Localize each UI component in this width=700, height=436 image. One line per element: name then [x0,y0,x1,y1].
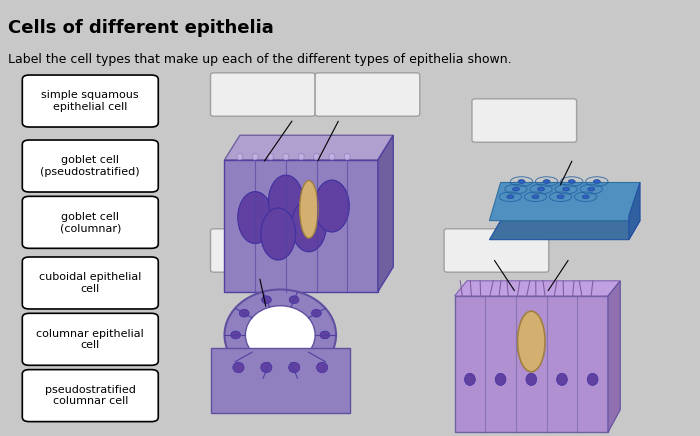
Ellipse shape [512,187,519,191]
Text: goblet cell
(columnar): goblet cell (columnar) [60,211,121,233]
Ellipse shape [507,195,514,199]
Bar [225,160,378,292]
Ellipse shape [582,195,589,199]
Ellipse shape [238,191,272,244]
Ellipse shape [233,362,244,373]
Ellipse shape [239,353,249,361]
Polygon shape [489,183,640,221]
FancyBboxPatch shape [22,75,158,127]
Text: Cells of different epithelia: Cells of different epithelia [8,19,274,37]
Ellipse shape [588,187,595,191]
Ellipse shape [314,180,349,232]
Text: pseudostratified
columnar cell: pseudostratified columnar cell [45,385,136,406]
Ellipse shape [538,187,545,191]
Ellipse shape [495,373,506,385]
Ellipse shape [543,180,550,184]
Text: simple squamous
epithelial cell: simple squamous epithelial cell [41,90,139,112]
Ellipse shape [314,153,320,160]
Ellipse shape [267,153,274,160]
Ellipse shape [262,296,272,303]
Ellipse shape [261,208,295,260]
Ellipse shape [320,331,330,339]
FancyBboxPatch shape [22,140,158,192]
Polygon shape [489,221,640,240]
Text: columnar epithelial
cell: columnar epithelial cell [36,328,144,350]
Ellipse shape [289,296,299,303]
Ellipse shape [246,306,315,364]
Polygon shape [225,135,393,160]
Ellipse shape [283,153,289,160]
FancyBboxPatch shape [22,257,158,309]
Polygon shape [629,183,640,240]
Ellipse shape [526,373,537,385]
Ellipse shape [344,153,350,160]
Text: Label the cell types that make up each of the different types of epithelia shown: Label the cell types that make up each o… [8,53,512,66]
Ellipse shape [556,373,567,385]
Ellipse shape [268,175,303,227]
Ellipse shape [587,373,598,385]
Polygon shape [211,348,350,413]
FancyBboxPatch shape [444,229,549,272]
FancyBboxPatch shape [315,73,420,116]
FancyBboxPatch shape [211,229,315,272]
Ellipse shape [518,180,525,184]
Ellipse shape [517,311,545,372]
Ellipse shape [288,362,300,373]
Ellipse shape [262,366,272,374]
FancyBboxPatch shape [211,73,315,116]
FancyBboxPatch shape [22,370,158,422]
FancyBboxPatch shape [22,313,158,365]
Ellipse shape [291,200,326,252]
Ellipse shape [252,153,258,160]
Ellipse shape [465,373,475,385]
Polygon shape [454,281,620,296]
Ellipse shape [239,309,249,317]
Ellipse shape [594,180,601,184]
Polygon shape [378,135,393,292]
Ellipse shape [568,180,575,184]
Ellipse shape [557,195,564,199]
Ellipse shape [532,195,539,199]
Ellipse shape [316,362,328,373]
Ellipse shape [298,153,304,160]
Ellipse shape [300,181,318,238]
FancyBboxPatch shape [472,99,577,142]
Text: cuboidal epithelial
cell: cuboidal epithelial cell [39,272,141,294]
Ellipse shape [261,362,272,373]
Ellipse shape [312,353,321,361]
Polygon shape [608,281,620,433]
Ellipse shape [225,290,336,381]
Ellipse shape [563,187,570,191]
Ellipse shape [237,153,243,160]
FancyBboxPatch shape [22,196,158,249]
Bar [454,296,608,433]
Ellipse shape [231,331,241,339]
Text: goblet cell
(pseudostratified): goblet cell (pseudostratified) [41,155,140,177]
Ellipse shape [312,309,321,317]
Ellipse shape [289,366,299,374]
Ellipse shape [329,153,335,160]
